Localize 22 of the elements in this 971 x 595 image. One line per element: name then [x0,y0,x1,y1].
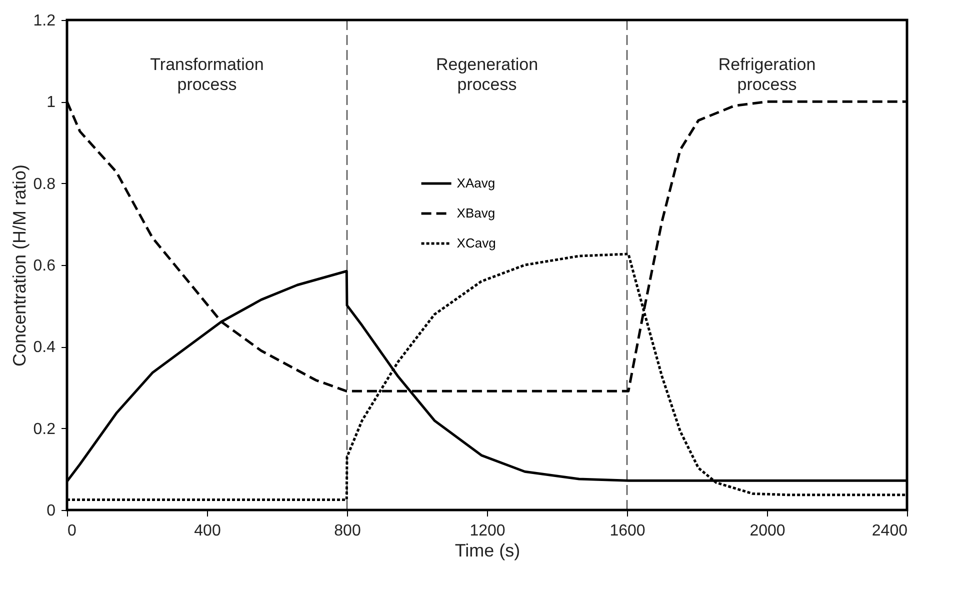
y-tick-label: 0.4 [33,339,56,356]
y-tick-label: 0.6 [33,258,56,274]
legend-label: XCavg [456,236,496,250]
y-tick-label: 0 [46,502,56,520]
legend-label: XBavg [456,206,496,220]
annotation: Refrigeration process [718,55,816,94]
y-tick-label: 1 [46,94,56,112]
x-tick-label: 2400 [872,522,908,540]
y-tick-label: 0.2 [33,420,56,438]
legend-label: XAavg [456,176,496,190]
x-tick-label: 2000 [750,522,786,540]
x-tick-label: 400 [194,522,221,540]
annotation: Regeneration process [436,55,538,94]
x-tick-label: 800 [334,522,361,540]
y-tick-label: 1.2 [33,12,56,30]
x-tick-label: 1600 [610,522,646,540]
annotation: Transformation process [150,55,264,94]
x-tick-label: 0 [68,522,76,540]
y-axis-title: Concentration (H/M ratio) [9,164,30,367]
y-tick-label: 0.8 [33,176,56,193]
x-tick-label: 1200 [470,522,506,540]
x-axis-title: Time (s) [454,540,520,560]
